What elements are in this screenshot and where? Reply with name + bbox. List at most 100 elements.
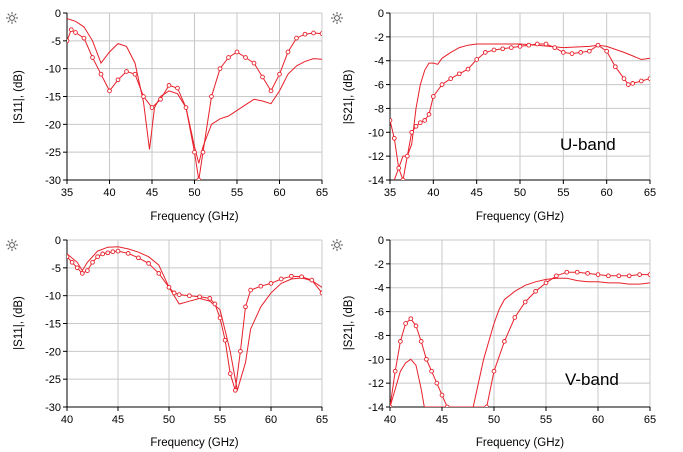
y-tick-label: -15 bbox=[45, 92, 61, 104]
data-point bbox=[630, 81, 636, 86]
data-point bbox=[243, 304, 248, 310]
sun-icon-ray bbox=[339, 13, 342, 16]
data-point bbox=[107, 88, 112, 94]
data-point bbox=[396, 165, 402, 171]
y-tick-label: -4 bbox=[374, 56, 384, 68]
data-point bbox=[434, 380, 440, 386]
data-point bbox=[482, 50, 488, 55]
chart-panel-1: 35 40 45 50 55 60 65 0 -5 -10 -15 -20 -25 -30 Frequenc… bbox=[6, 8, 328, 223]
y-axis-label: |S11|, (dB) bbox=[13, 296, 25, 350]
data-point bbox=[533, 288, 538, 294]
data-point bbox=[456, 71, 462, 77]
x-axis-label: Frequency (GHz) bbox=[476, 211, 564, 223]
series-line bbox=[67, 246, 322, 391]
data-point bbox=[67, 254, 70, 260]
x-tick-label: 50 bbox=[163, 414, 175, 426]
data-point bbox=[422, 118, 428, 123]
data-point bbox=[526, 42, 532, 48]
data-point bbox=[258, 283, 264, 289]
data-point bbox=[621, 76, 627, 81]
data-point bbox=[484, 404, 490, 407]
data-point bbox=[217, 315, 223, 321]
data-point bbox=[73, 30, 78, 35]
x-tick-label: 40 bbox=[61, 414, 73, 426]
y-tick-label: -8 bbox=[374, 330, 384, 342]
data-point bbox=[268, 281, 274, 286]
data-point bbox=[309, 277, 315, 283]
data-point bbox=[502, 339, 507, 344]
x-tick-label: 45 bbox=[436, 414, 448, 426]
data-point bbox=[226, 55, 231, 60]
data-point bbox=[564, 269, 570, 275]
data-point bbox=[175, 85, 180, 91]
data-point bbox=[430, 94, 436, 99]
y-tick-label: -2 bbox=[374, 259, 384, 271]
y-tick-label: -20 bbox=[45, 119, 61, 131]
data-point bbox=[90, 55, 95, 60]
data-point bbox=[439, 392, 445, 398]
data-point bbox=[136, 255, 141, 261]
data-point bbox=[68, 27, 74, 33]
data-point bbox=[278, 276, 284, 282]
data-point bbox=[474, 57, 480, 62]
y-axis-label: |S21|, (dB) bbox=[343, 296, 355, 351]
x-tick-label: 45 bbox=[471, 187, 483, 199]
sun-icon bbox=[6, 12, 18, 24]
data-point bbox=[299, 274, 304, 280]
sun-icon-core bbox=[9, 242, 15, 248]
x-tick-label: 50 bbox=[488, 414, 500, 426]
x-tick-label: 65 bbox=[644, 414, 656, 426]
data-point bbox=[390, 404, 393, 407]
data-point bbox=[574, 269, 580, 275]
data-point bbox=[115, 248, 121, 254]
data-point bbox=[439, 82, 445, 87]
series-2 bbox=[67, 27, 322, 180]
x-tick-label: 65 bbox=[316, 187, 328, 199]
data-point bbox=[606, 273, 611, 279]
sun-icon-ray bbox=[332, 13, 335, 16]
data-point bbox=[554, 273, 559, 279]
data-point bbox=[260, 74, 265, 80]
series-1 bbox=[67, 246, 322, 391]
x-axis-label: Frequency (GHz) bbox=[150, 211, 238, 223]
x-tick-label: 35 bbox=[384, 187, 396, 199]
data-point bbox=[403, 321, 408, 326]
data-point bbox=[311, 30, 316, 36]
y-tick-label: 0 bbox=[378, 8, 384, 20]
data-point bbox=[197, 294, 202, 300]
data-point bbox=[429, 368, 434, 374]
x-tick-label: 50 bbox=[514, 187, 526, 199]
data-point bbox=[400, 177, 406, 180]
x-tick-label: 60 bbox=[273, 187, 285, 199]
sun-icon-ray bbox=[7, 20, 10, 23]
data-point bbox=[585, 271, 590, 276]
data-point bbox=[604, 48, 610, 54]
sun-icon-ray bbox=[14, 247, 17, 250]
data-point bbox=[508, 45, 514, 50]
y-tick-label: -5 bbox=[51, 263, 61, 275]
data-point bbox=[227, 371, 233, 376]
y-tick-label: -25 bbox=[45, 374, 61, 386]
band-label: V-band bbox=[565, 370, 619, 389]
data-point bbox=[512, 315, 518, 320]
y-tick-label: -15 bbox=[45, 319, 61, 331]
data-point bbox=[418, 339, 424, 344]
x-tick-label: 35 bbox=[61, 187, 73, 199]
sun-icon-ray bbox=[332, 247, 335, 250]
data-point bbox=[578, 50, 584, 55]
data-point bbox=[552, 45, 558, 50]
sun-icon-core bbox=[334, 242, 340, 248]
data-point bbox=[212, 301, 218, 307]
x-tick-label: 65 bbox=[316, 414, 328, 426]
series-1 bbox=[393, 43, 650, 180]
data-point bbox=[517, 44, 523, 49]
data-point bbox=[100, 251, 106, 257]
series-2 bbox=[390, 269, 650, 407]
y-axis-label: |S21|, (dB) bbox=[343, 70, 355, 125]
sun-icon bbox=[331, 12, 343, 24]
data-point bbox=[595, 42, 601, 48]
y-tick-label: -10 bbox=[368, 127, 384, 139]
data-point bbox=[392, 368, 398, 374]
x-tick-label: 45 bbox=[146, 187, 158, 199]
data-point bbox=[85, 268, 90, 273]
